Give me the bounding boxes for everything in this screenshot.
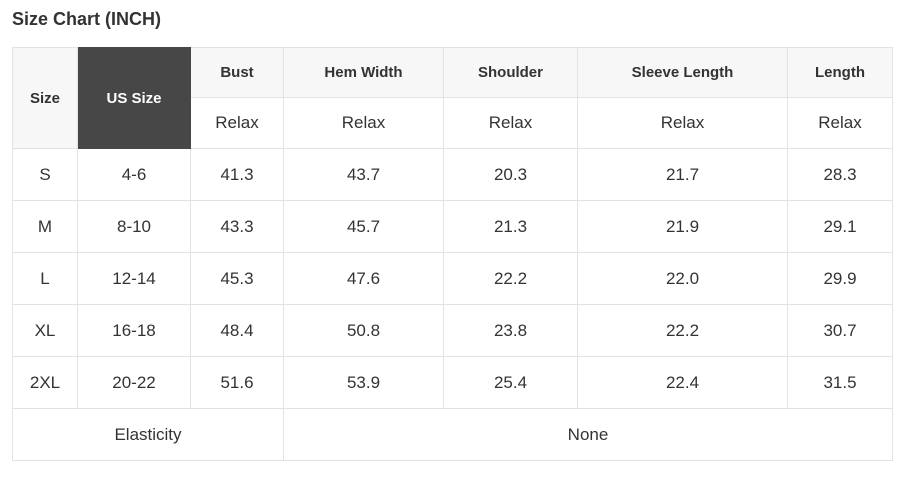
table-row: 2XL 20-22 51.6 53.9 25.4 22.4 31.5 (12, 356, 893, 409)
elasticity-label-cell: Elasticity (12, 408, 284, 461)
footer-row: Elasticity None (12, 408, 893, 461)
table-row: L 12-14 45.3 47.6 22.2 22.0 29.9 (12, 252, 893, 305)
cell-size: XL (12, 304, 78, 357)
cell-bust: 51.6 (190, 356, 284, 409)
table-row: M 8-10 43.3 45.7 21.3 21.9 29.1 (12, 200, 893, 253)
cell-shoulder: 23.8 (443, 304, 578, 357)
fit-cell-bust: Relax (190, 97, 284, 149)
table-body: S 4-6 41.3 43.7 20.3 21.7 28.3 M 8-10 43.3 45.7 21.… (12, 148, 893, 409)
cell-sleeve_length: 22.4 (577, 356, 788, 409)
cell-us_size: 4-6 (77, 148, 191, 201)
fit-cell-length: Relax (787, 97, 893, 149)
cell-length: 31.5 (787, 356, 893, 409)
header-cell-bust: Bust (190, 47, 284, 98)
cell-size: S (12, 148, 78, 201)
cell-length: 29.9 (787, 252, 893, 305)
size-chart-table: Size US Size Bust Hem Width Shoulder Sleeve L… (12, 47, 893, 461)
cell-shoulder: 21.3 (443, 200, 578, 253)
cell-bust: 43.3 (190, 200, 284, 253)
fit-cell-hem_width: Relax (283, 97, 444, 149)
header-cell-us_size: US Size (77, 47, 191, 149)
cell-us_size: 8-10 (77, 200, 191, 253)
cell-sleeve_length: 21.9 (577, 200, 788, 253)
cell-length: 29.1 (787, 200, 893, 253)
cell-us_size: 16-18 (77, 304, 191, 357)
header-cell-length: Length (787, 47, 893, 98)
cell-bust: 48.4 (190, 304, 284, 357)
cell-us_size: 12-14 (77, 252, 191, 305)
header-cell-size: Size (12, 47, 78, 149)
fit-cell-sleeve_length: Relax (577, 97, 788, 149)
cell-sleeve_length: 22.0 (577, 252, 788, 305)
cell-hem_width: 47.6 (283, 252, 444, 305)
table-header: Size US Size Bust Hem Width Shoulder Sleeve L… (12, 47, 893, 149)
table-footer: Elasticity None (12, 408, 893, 461)
cell-size: L (12, 252, 78, 305)
header-row-labels: Size US Size Bust Hem Width Shoulder Sleeve L… (12, 47, 893, 149)
cell-shoulder: 22.2 (443, 252, 578, 305)
size-chart-title: Size Chart (INCH) (12, 9, 162, 29)
fit-cell-shoulder: Relax (443, 97, 578, 149)
table-row: S 4-6 41.3 43.7 20.3 21.7 28.3 (12, 148, 893, 201)
cell-sleeve_length: 21.7 (577, 148, 788, 201)
cell-length: 30.7 (787, 304, 893, 357)
cell-hem_width: 43.7 (283, 148, 444, 201)
cell-sleeve_length: 22.2 (577, 304, 788, 357)
cell-bust: 45.3 (190, 252, 284, 305)
cell-shoulder: 25.4 (443, 356, 578, 409)
cell-shoulder: 20.3 (443, 148, 578, 201)
cell-size: 2XL (12, 356, 78, 409)
cell-hem_width: 53.9 (283, 356, 444, 409)
cell-hem_width: 45.7 (283, 200, 444, 253)
header-row-fit: Relax Relax Relax Relax Relax (13, 97, 893, 149)
header-cell-hem_width: Hem Width (283, 47, 444, 98)
cell-size: M (12, 200, 78, 253)
cell-hem_width: 50.8 (283, 304, 444, 357)
cell-us_size: 20-22 (77, 356, 191, 409)
cell-bust: 41.3 (190, 148, 284, 201)
header-cell-sleeve_length: Sleeve Length (577, 47, 788, 98)
cell-length: 28.3 (787, 148, 893, 201)
header-cell-shoulder: Shoulder (443, 47, 578, 98)
table-row: XL 16-18 48.4 50.8 23.8 22.2 30.7 (12, 304, 893, 357)
elasticity-value-cell: None (283, 408, 893, 461)
